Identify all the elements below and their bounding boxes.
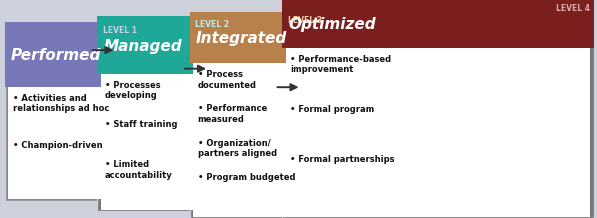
Text: • Performance
measured: • Performance measured (198, 104, 267, 124)
Bar (5, 22, 141, 87)
Bar (282, 0, 594, 218)
Text: • Limited
accountability: • Limited accountability (105, 160, 173, 180)
Bar (282, 0, 594, 48)
Text: • Performance-based
improvement: • Performance-based improvement (290, 54, 391, 74)
Bar (5, 22, 141, 201)
Bar (190, 12, 326, 63)
Text: Integrated: Integrated (196, 31, 287, 46)
Bar (8, 87, 137, 199)
Text: Managed: Managed (103, 39, 182, 54)
Text: • Processes
developing: • Processes developing (105, 81, 161, 100)
Bar (286, 48, 590, 217)
Text: • Program budgeted: • Program budgeted (198, 173, 295, 182)
Bar (101, 74, 230, 210)
Bar (97, 16, 233, 74)
Text: LEVEL 4: LEVEL 4 (556, 4, 590, 13)
Text: LEVEL 2: LEVEL 2 (195, 20, 229, 29)
Text: • Organization/
partners aligned: • Organization/ partners aligned (198, 139, 277, 158)
Text: • Formal partnerships: • Formal partnerships (290, 155, 395, 164)
Text: • Formal program: • Formal program (290, 104, 374, 114)
Text: • Process
documented: • Process documented (198, 70, 257, 90)
Text: • Staff training: • Staff training (105, 120, 177, 129)
Text: • Activities and
relationships ad hoc: • Activities and relationships ad hoc (13, 94, 109, 114)
Text: LEVEL 3: LEVEL 3 (288, 16, 322, 25)
Bar (190, 12, 326, 218)
Bar (193, 63, 322, 217)
Text: Optimized: Optimized (288, 17, 376, 32)
Text: LEVEL 1: LEVEL 1 (103, 26, 137, 35)
Text: • Champion-driven: • Champion-driven (13, 141, 102, 150)
Bar (97, 16, 233, 211)
Text: Performed: Performed (11, 48, 101, 63)
